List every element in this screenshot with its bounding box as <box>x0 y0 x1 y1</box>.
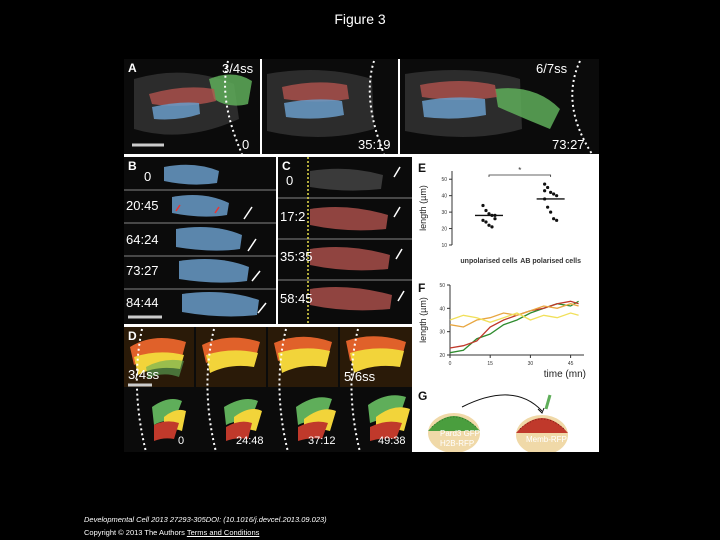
terms-link[interactable]: Terms and Conditions <box>186 528 260 537</box>
panel-e-point-0-1 <box>484 208 488 213</box>
panel-c-image <box>278 157 412 324</box>
panel-a-label: A <box>128 61 137 75</box>
panel-b-time-1: 0 <box>144 169 152 184</box>
panel-e-y-axis-title: length (µm) <box>418 185 428 231</box>
citation-line: Developmental Cell 2013 27293-305DOI: (1… <box>84 515 327 524</box>
panel-c: C 0 17:2 35:35 58:45 <box>278 157 412 324</box>
panel-d-time-3: 37:12 <box>308 435 336 447</box>
panel-e-point-1-6 <box>546 205 550 209</box>
panel-a-stage-left: 3/4ss <box>222 61 254 76</box>
panel-a-frame-1: A 3/4ss 0 <box>124 59 260 154</box>
panel-f-label: F <box>418 281 426 295</box>
panel-a-frame-2: 35:19 <box>262 59 398 154</box>
panel-b-time-2: 20:45 <box>126 198 159 213</box>
panel-e-y-tick-label-4: 50 <box>441 177 447 183</box>
panel-d-time-2: 24:48 <box>236 435 264 447</box>
panel-e-point-1-4 <box>555 194 559 198</box>
panel-g-right-line1: Memb-RFP <box>526 435 567 444</box>
panel-a-frame-3-image <box>405 60 593 154</box>
panel-d: D 3/4ss 5/6ss 0 24:48 37:12 49:38 <box>124 327 412 452</box>
panel-b: B 0 20:45 64:24 73:27 84:44 <box>124 157 276 324</box>
panel-e-y-tick-label-3: 40 <box>441 194 447 200</box>
panel-a-time-2: 35:19 <box>358 137 391 152</box>
panel-f: F 20 30 40 50 0 15 30 45 length (µm) time (mn) <box>414 277 599 385</box>
panel-e-point-0-7 <box>487 223 491 227</box>
panel-a-frame-2-image <box>267 60 385 154</box>
panel-e-point-0-4 <box>493 217 497 221</box>
panel-e-point-0-2 <box>487 212 491 216</box>
panel-e: E 10 20 30 40 50 length (µm) unpolarised cells… <box>414 157 599 275</box>
panel-c-time-3: 35:35 <box>280 249 313 264</box>
panel-g-schematic <box>428 394 568 452</box>
panel-g-left-line1: Pard3 GFP <box>440 429 481 438</box>
figure-title: Figure 3 <box>334 11 386 27</box>
panel-c-time-2: 17:2 <box>280 209 306 224</box>
panel-f-y-tick-label-2: 40 <box>439 306 445 312</box>
panel-d-stage-right: 5/6ss <box>344 369 376 384</box>
panel-e-point-1-0 <box>543 182 547 186</box>
panel-c-time-4: 58:45 <box>280 291 313 306</box>
panel-b-time-5: 84:44 <box>126 295 159 310</box>
copyright-text: Copyright © 2013 The Authors <box>84 528 185 537</box>
panel-e-category-label-0: unpolarised cells <box>460 258 517 265</box>
panel-f-x-axis-title: time (mn) <box>544 369 586 380</box>
panel-c-label: C <box>282 159 291 173</box>
panel-e-point-1-2 <box>549 190 553 194</box>
panel-e-y-tick-label-0: 10 <box>441 243 447 249</box>
panel-e-label: E <box>418 161 427 175</box>
panel-b-time-4: 73:27 <box>126 263 159 278</box>
panel-f-y-axis-title: length (µm) <box>418 297 428 343</box>
panel-b-time-3: 64:24 <box>126 232 159 247</box>
panel-e-category-label-1: AB polarised cells <box>520 258 581 265</box>
panel-f-series-line-3 <box>449 312 579 323</box>
panel-g-label: G <box>418 389 428 403</box>
panel-e-chart: 10 20 30 40 50 length (µm) unpolarised cells AB… <box>418 166 581 265</box>
panel-d-image <box>124 327 412 452</box>
panel-b-image <box>124 164 276 319</box>
panel-e-point-0-8 <box>490 225 494 229</box>
panel-a-time-3: 73:27 <box>552 137 585 152</box>
panel-e-point-1-3 <box>552 192 556 196</box>
panel-d-label: D <box>128 329 137 343</box>
panel-g: G Pard3 GFP H2B-RFP Memb-RFP <box>414 387 599 452</box>
panel-e-point-0-6 <box>484 220 488 224</box>
panel-e-significance-mark: * <box>518 166 521 175</box>
panel-e-point-0-5 <box>481 218 485 222</box>
panel-e-point-1-8 <box>552 217 556 221</box>
panel-a-frame-1-image <box>132 60 252 154</box>
panel-f-y-tick-label-1: 30 <box>439 330 445 336</box>
figure-image: A 3/4ss 0 35:19 6/7ss 73:27 <box>124 59 599 452</box>
panel-e-point-1-7 <box>549 210 553 214</box>
panel-e-y-tick-label-2: 30 <box>441 210 447 216</box>
panel-d-time-4: 49:38 <box>378 435 406 447</box>
panel-e-point-1-9 <box>555 218 559 222</box>
panel-f-x-tick-label-1: 15 <box>487 361 493 367</box>
panel-f-chart: 20 30 40 50 0 15 30 45 length (µm) time (mn) <box>418 283 586 380</box>
panel-a-time-1: 0 <box>242 137 250 152</box>
panel-e-significance-bracket <box>488 174 552 177</box>
panel-f-y-tick-label-3: 50 <box>439 283 445 289</box>
panel-e-point-0-0 <box>481 203 485 208</box>
panel-f-x-tick-label-3: 45 <box>568 361 574 367</box>
panel-a-stage-right: 6/7ss <box>536 61 568 76</box>
copyright-line: Copyright © 2013 The Authors Terms and C… <box>84 528 259 537</box>
panel-f-x-tick-label-2: 30 <box>528 361 534 367</box>
panel-a-frame-3: 6/7ss 73:27 <box>400 59 599 154</box>
panel-f-x-tick-label-0: 0 <box>449 361 452 367</box>
panel-f-y-tick-label-0: 20 <box>439 353 445 359</box>
panel-b-label: B <box>128 159 137 173</box>
panel-c-time-1: 0 <box>286 173 294 188</box>
panel-e-point-1-10 <box>543 189 547 193</box>
panel-d-time-1: 0 <box>178 435 185 447</box>
panel-e-point-1-1 <box>546 185 550 190</box>
panel-f-series-line-0 <box>449 300 579 354</box>
panel-g-left-line2: H2B-RFP <box>440 439 475 448</box>
panel-f-series-line-2 <box>449 303 579 328</box>
panel-e-y-tick-label-1: 20 <box>441 227 447 233</box>
panel-d-stage-left: 3/4ss <box>128 367 160 382</box>
